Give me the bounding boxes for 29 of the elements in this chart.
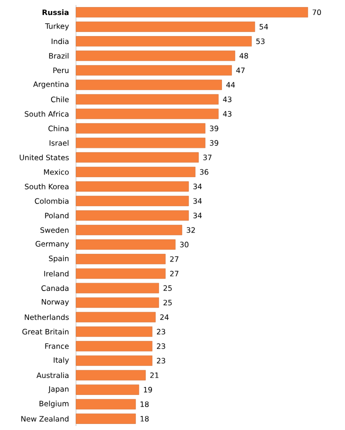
bar <box>76 7 308 18</box>
bar <box>76 210 189 221</box>
bar <box>76 50 236 61</box>
bar <box>76 152 199 163</box>
bar <box>76 36 252 46</box>
bar <box>76 138 206 148</box>
bar <box>76 282 159 294</box>
bar <box>76 22 256 32</box>
bar <box>76 239 176 250</box>
bar <box>76 341 152 352</box>
bar <box>76 399 136 410</box>
bar <box>76 65 232 76</box>
bar <box>76 123 206 134</box>
bar <box>76 108 219 120</box>
bar <box>76 356 152 366</box>
bar <box>76 312 156 322</box>
bar <box>76 384 140 395</box>
bar <box>76 166 196 178</box>
bar <box>76 414 136 424</box>
bar <box>76 370 146 380</box>
bar <box>76 224 182 236</box>
bar <box>76 196 189 206</box>
bar <box>76 254 166 264</box>
bar <box>76 326 152 337</box>
bar <box>76 80 222 90</box>
bar <box>76 94 219 105</box>
bar <box>76 297 159 308</box>
bar <box>76 181 189 192</box>
bar <box>76 268 166 279</box>
